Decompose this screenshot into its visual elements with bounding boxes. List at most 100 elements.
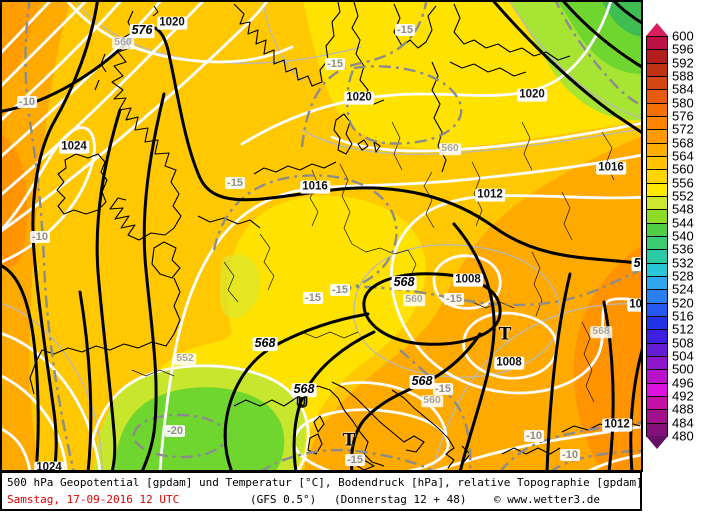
scale-tick-label: 552 xyxy=(672,188,694,204)
scale-tick-label: 572 xyxy=(672,121,694,137)
copyright: © www.wetter3.de xyxy=(494,493,600,506)
pressure-contour-label: 1016 xyxy=(300,180,330,194)
low-pressure-symbol: T xyxy=(342,430,356,451)
scale-top-triangle xyxy=(646,23,668,36)
scale-tick-label: 528 xyxy=(672,268,694,284)
temperature-contour-label: -15 xyxy=(345,453,365,467)
pressure-contour-label: 1016 xyxy=(596,161,626,175)
relative-topography-contour-label: 552 xyxy=(174,352,196,365)
temperature-contour-label: -15 xyxy=(330,283,350,297)
valid-datetime: Samstag, 17-09-2016 12 UTC xyxy=(7,493,180,506)
scale-color-box xyxy=(646,395,668,411)
temperature-contour-label: -15 xyxy=(433,382,453,396)
scale-tick-label: 564 xyxy=(672,148,694,164)
scale-tick-label: 592 xyxy=(672,55,694,71)
geopotential-contour-label: 568 xyxy=(252,336,278,351)
scale-color-box xyxy=(646,142,668,157)
scale-tick-label: 524 xyxy=(672,281,694,297)
scale-tick-label: 520 xyxy=(672,295,694,311)
scale-color-box xyxy=(646,329,668,344)
scale-tick-label: 560 xyxy=(672,161,694,177)
scale-tick-label: 500 xyxy=(672,361,694,377)
temperature-contour-label: -10 xyxy=(17,95,37,109)
map-title: 500 hPa Geopotential [gpdam] und Tempera… xyxy=(7,476,643,489)
trough-symbol: U xyxy=(296,393,308,411)
pressure-contour-label: 1024 xyxy=(59,140,89,154)
scale-color-box xyxy=(646,195,668,211)
scale-color-box xyxy=(646,235,668,251)
temperature-contour-label: -10 xyxy=(560,448,580,462)
scale-color-box xyxy=(646,102,668,117)
temperature-contour-label: -10 xyxy=(30,230,50,244)
pressure-contour-label: 1012 xyxy=(602,418,632,432)
scale-color-box xyxy=(646,302,668,317)
scale-tick-label: 488 xyxy=(672,401,694,417)
weather-map: 576 568 568 568 568 568 1020 1020 1020 1024 1024 10… xyxy=(0,0,643,472)
scale-color-box xyxy=(646,262,668,277)
map-canvas xyxy=(2,2,641,470)
scale-color-box xyxy=(646,409,668,424)
scale-tick-label: 480 xyxy=(672,428,694,444)
pressure-contour-label: 1020 xyxy=(517,88,547,102)
scale-color-box xyxy=(646,315,668,331)
scale-tick-label: 512 xyxy=(672,321,694,337)
scale-color-box xyxy=(646,36,668,51)
geopotential-contour-label: 568 xyxy=(409,374,435,389)
scale-color-box xyxy=(646,62,668,77)
scale-tick-label: 548 xyxy=(672,201,694,217)
scale-color-box xyxy=(646,275,668,291)
relative-topography-contour-label: 568 xyxy=(590,325,612,338)
relative-topography-contour-label: 560 xyxy=(403,293,425,306)
scale-tick-label: 504 xyxy=(672,348,694,364)
scale-color-box xyxy=(646,209,668,224)
scale-tick-label: 532 xyxy=(672,255,694,271)
scale-tick-label: 492 xyxy=(672,388,694,404)
scale-tick-label: 588 xyxy=(672,68,694,84)
geopotential-contour-label: 576 xyxy=(129,23,155,38)
forecast-step: (Donnerstag 12 + 48) xyxy=(334,493,467,506)
scale-tick-label: 508 xyxy=(672,335,694,351)
contour-label-layer: 576 568 568 568 568 568 1020 1020 1020 1024 1024 10… xyxy=(2,2,641,470)
color-scale: 600 596 592 588 584 580 576 572 568 564 560 556 552 5… xyxy=(645,0,703,470)
pressure-contour-label: 1020 xyxy=(344,91,374,105)
scale-tick-label: 596 xyxy=(672,41,694,57)
caption-box: 500 hPa Geopotential [gpdam] und Tempera… xyxy=(0,471,643,511)
scale-tick-label: 568 xyxy=(672,135,694,151)
relative-topography-contour-label: 560 xyxy=(439,142,461,155)
scale-color-box xyxy=(646,289,668,304)
country-borders xyxy=(131,121,615,403)
scale-color-box xyxy=(646,115,668,131)
scale-tick-label: 496 xyxy=(672,375,694,391)
temperature-contour-label: -15 xyxy=(395,23,415,37)
geopotential-contour-label: 568 xyxy=(391,275,417,290)
scale-color-box xyxy=(646,89,668,104)
scale-tick-label: 600 xyxy=(672,28,694,44)
temperature-contour-label: -15 xyxy=(325,57,345,71)
temperature-contour-label: -20 xyxy=(165,424,185,438)
scale-color-box xyxy=(646,182,668,197)
scale-tick-label: 556 xyxy=(672,175,694,191)
scale-color-box xyxy=(646,249,668,264)
scale-color-box xyxy=(646,155,668,171)
pressure-contour-label: 1024 xyxy=(34,461,64,470)
scale-tick-label: 516 xyxy=(672,308,694,324)
scale-tick-label: 536 xyxy=(672,241,694,257)
temperature-contour-label: -15 xyxy=(225,176,245,190)
scale-tick-label: 584 xyxy=(672,81,694,97)
scale-color-box xyxy=(646,222,668,237)
low-pressure-symbol: T xyxy=(498,324,512,345)
scale-tick-label: 544 xyxy=(672,215,694,231)
scale-tick-label: 540 xyxy=(672,228,694,244)
pressure-contour-label: 1012 xyxy=(627,298,641,312)
temperature-contour-label: -15 xyxy=(303,291,323,305)
geopotential-contour-label: 568 xyxy=(631,256,641,271)
scale-color-box xyxy=(646,75,668,91)
pressure-contour-label: 1020 xyxy=(157,16,187,30)
pressure-contour-label: 1008 xyxy=(494,356,524,370)
scale-bottom-triangle xyxy=(646,435,668,449)
geopotential-contour-label: 568 xyxy=(291,382,317,397)
relative-topography-contour-label: 560 xyxy=(421,394,443,407)
scale-tick-label: 576 xyxy=(672,108,694,124)
scale-color-box xyxy=(646,49,668,64)
